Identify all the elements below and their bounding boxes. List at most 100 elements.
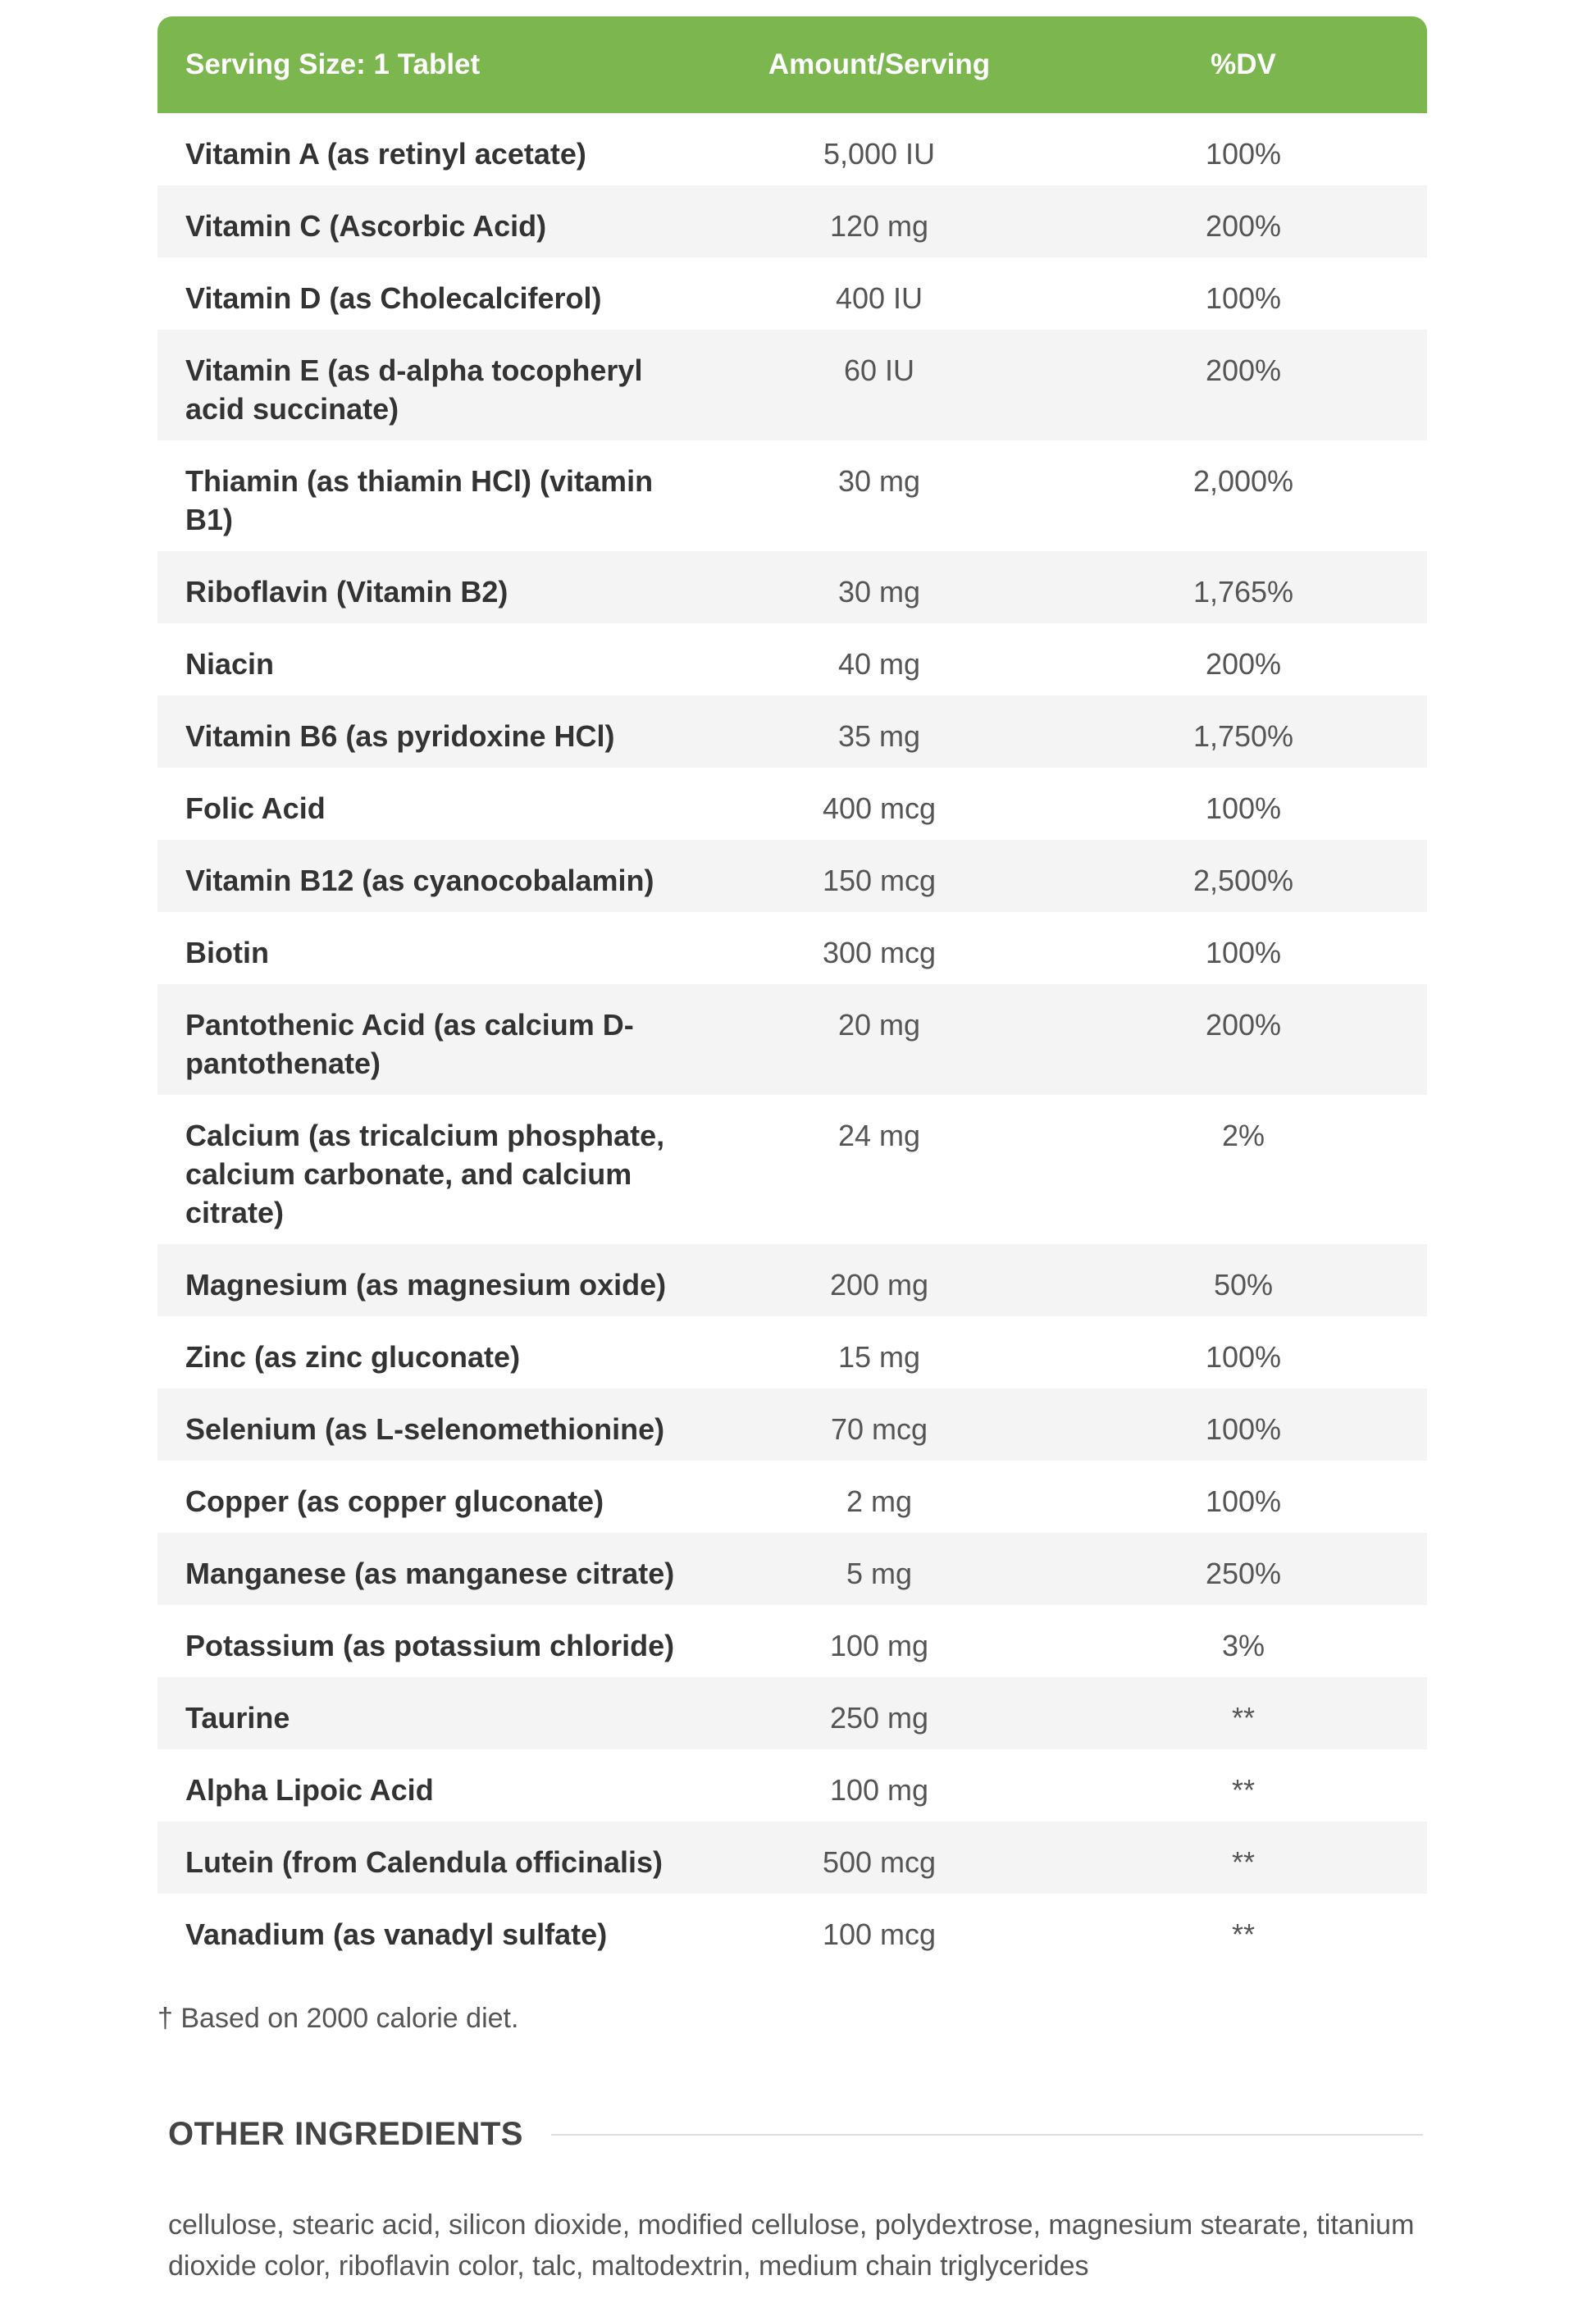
- nutrient-name: Copper (as copper gluconate): [185, 1484, 604, 1518]
- table-row: Copper (as copper gluconate) 2 mg 100%: [157, 1461, 1427, 1533]
- table-row: Selenium (as L-selenomethionine) 70 mcg …: [157, 1388, 1427, 1461]
- nutrient-dv: 1,750%: [1192, 719, 1294, 753]
- nutrient-amount: 200 mg: [829, 1268, 929, 1302]
- table-row: Vitamin B6 (as pyridoxine HCl) 35 mg 1,7…: [157, 695, 1427, 768]
- nutrient-dv: 200%: [1205, 353, 1282, 387]
- nutrient-dv: 200%: [1205, 1008, 1282, 1042]
- nutrient-amount: 24 mg: [837, 1119, 921, 1152]
- nutrient-name: Taurine: [185, 1701, 290, 1735]
- nutrient-dv: **: [1231, 1845, 1256, 1879]
- nutrient-amount: 40 mg: [837, 647, 921, 681]
- nutrient-name: Selenium (as L-selenomethionine): [185, 1412, 665, 1446]
- nutrient-name: Alpha Lipoic Acid: [185, 1773, 434, 1807]
- nutrient-amount: 250 mg: [829, 1701, 929, 1735]
- nutrient-name: Vitamin B6 (as pyridoxine HCl): [185, 719, 615, 753]
- table-row: Vanadium (as vanadyl sulfate) 100 mcg **: [157, 1894, 1427, 1966]
- nutrient-dv: 1,765%: [1192, 575, 1294, 609]
- table-row: Vitamin C (Ascorbic Acid) 120 mg 200%: [157, 185, 1427, 258]
- nutrient-dv: 200%: [1205, 209, 1282, 243]
- nutrient-amount: 120 mg: [829, 209, 929, 243]
- table-row: Niacin 40 mg 200%: [157, 623, 1427, 695]
- nutrient-name: Zinc (as zinc gluconate): [185, 1340, 521, 1374]
- nutrient-amount: 100 mg: [829, 1773, 929, 1807]
- nutrient-amount: 70 mcg: [830, 1412, 928, 1446]
- nutrient-dv: 100%: [1205, 1340, 1282, 1374]
- nutrient-dv: 2,500%: [1192, 864, 1294, 897]
- table-row: Magnesium (as magnesium oxide) 200 mg 50…: [157, 1244, 1427, 1316]
- supplement-facts-table: Serving Size: 1 Tablet Amount/Serving %D…: [157, 16, 1427, 1966]
- nutrient-dv: 50%: [1213, 1268, 1274, 1302]
- nutrient-amount: 300 mcg: [822, 936, 937, 969]
- table-row: Biotin 300 mcg 100%: [157, 912, 1427, 984]
- other-ingredients-header: OTHER INGREDIENTS: [168, 2116, 1423, 2153]
- table-row: Vitamin D (as Cholecalciferol) 400 IU 10…: [157, 258, 1427, 330]
- nutrient-dv: 100%: [1205, 1484, 1282, 1518]
- table-row: Vitamin B12 (as cyanocobalamin) 150 mcg …: [157, 840, 1427, 912]
- nutrient-name: Vanadium (as vanadyl sulfate): [185, 1917, 608, 1951]
- nutrient-name: Biotin: [185, 936, 269, 969]
- table-row: Riboflavin (Vitamin B2) 30 mg 1,765%: [157, 551, 1427, 623]
- dv-header: %DV: [1211, 48, 1276, 80]
- nutrient-amount: 100 mg: [829, 1629, 929, 1662]
- nutrient-name: Manganese (as manganese citrate): [185, 1557, 675, 1590]
- nutrient-amount: 30 mg: [837, 464, 921, 498]
- nutrient-name: Vitamin D (as Cholecalciferol): [185, 281, 602, 315]
- nutrient-dv: 200%: [1205, 647, 1282, 681]
- calorie-footnote: † Based on 2000 calorie diet.: [157, 2003, 519, 2034]
- nutrient-amount: 20 mg: [837, 1008, 921, 1042]
- table-row: Vitamin A (as retinyl acetate) 5,000 IU …: [157, 113, 1427, 185]
- nutrient-name: Thiamin (as thiamin HCl) (vitamin B1): [185, 464, 654, 536]
- table-row: Taurine 250 mg **: [157, 1677, 1427, 1749]
- nutrient-name: Potassium (as potassium chloride): [185, 1629, 675, 1662]
- serving-size-header: Serving Size: 1 Tablet: [185, 48, 481, 80]
- nutrient-dv: **: [1231, 1773, 1256, 1807]
- nutrient-name: Vitamin E (as d-alpha tocopheryl acid su…: [185, 353, 643, 426]
- table-row: Manganese (as manganese citrate) 5 mg 25…: [157, 1533, 1427, 1605]
- table-row: Folic Acid 400 mcg 100%: [157, 768, 1427, 840]
- nutrient-dv: **: [1231, 1701, 1256, 1735]
- nutrient-amount: 15 mg: [837, 1340, 921, 1374]
- section-divider: [550, 2133, 1423, 2136]
- nutrient-dv: 100%: [1205, 137, 1282, 171]
- nutrient-dv: 100%: [1205, 791, 1282, 825]
- table-row: Potassium (as potassium chloride) 100 mg…: [157, 1605, 1427, 1677]
- nutrient-dv: 2,000%: [1192, 464, 1294, 498]
- table-row: Alpha Lipoic Acid 100 mg **: [157, 1749, 1427, 1822]
- table-row: Calcium (as tricalcium phosphate, calciu…: [157, 1095, 1427, 1244]
- nutrient-dv: 100%: [1205, 1412, 1282, 1446]
- table-row: Pantothenic Acid (as calcium D-pantothen…: [157, 984, 1427, 1095]
- nutrient-name: Niacin: [185, 647, 275, 681]
- other-ingredients-title: OTHER INGREDIENTS: [168, 2116, 523, 2152]
- nutrient-dv: 100%: [1205, 936, 1282, 969]
- nutrient-name: Pantothenic Acid (as calcium D-pantothen…: [185, 1008, 634, 1080]
- table-row: Thiamin (as thiamin HCl) (vitamin B1) 30…: [157, 440, 1427, 551]
- nutrient-amount: 30 mg: [837, 575, 921, 609]
- table-row: Zinc (as zinc gluconate) 15 mg 100%: [157, 1316, 1427, 1388]
- table-header: Serving Size: 1 Tablet Amount/Serving %D…: [157, 16, 1427, 113]
- nutrient-amount: 35 mg: [837, 719, 921, 753]
- nutrient-amount: 150 mcg: [822, 864, 937, 897]
- nutrient-amount: 100 mcg: [822, 1917, 937, 1951]
- table-row: Lutein (from Calendula officinalis) 500 …: [157, 1822, 1427, 1894]
- nutrient-amount: 5 mg: [846, 1557, 913, 1590]
- nutrient-dv: 2%: [1221, 1119, 1265, 1152]
- nutrient-amount: 2 mg: [846, 1484, 913, 1518]
- nutrient-name: Folic Acid: [185, 791, 326, 825]
- nutrient-amount: 60 IU: [843, 353, 915, 387]
- nutrient-dv: 100%: [1205, 281, 1282, 315]
- nutrient-name: Riboflavin (Vitamin B2): [185, 575, 508, 609]
- nutrient-amount: 400 mcg: [822, 791, 937, 825]
- nutrient-amount: 5,000 IU: [823, 137, 936, 171]
- nutrient-dv: 3%: [1221, 1629, 1265, 1662]
- table-row: Vitamin E (as d-alpha tocopheryl acid su…: [157, 330, 1427, 440]
- amount-header: Amount/Serving: [768, 48, 991, 80]
- nutrient-amount: 400 IU: [835, 281, 923, 315]
- nutrient-name: Lutein (from Calendula officinalis): [185, 1845, 663, 1879]
- nutrient-name: Calcium (as tricalcium phosphate, calciu…: [185, 1119, 665, 1229]
- nutrient-name: Vitamin A (as retinyl acetate): [185, 137, 586, 171]
- nutrient-amount: 500 mcg: [822, 1845, 937, 1879]
- nutrient-name: Magnesium (as magnesium oxide): [185, 1268, 667, 1302]
- nutrient-name: Vitamin C (Ascorbic Acid): [185, 209, 547, 243]
- nutrient-dv: 250%: [1205, 1557, 1282, 1590]
- nutrient-dv: **: [1231, 1917, 1256, 1951]
